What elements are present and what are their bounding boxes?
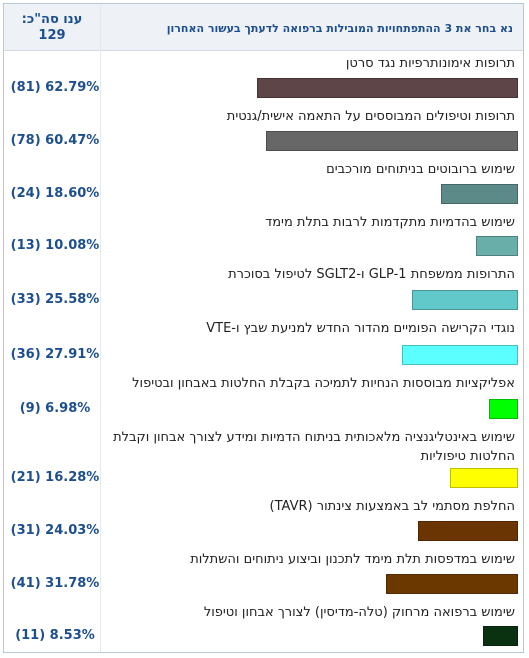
total-respondents-value: 129 <box>38 28 66 43</box>
option-label: שימוש באינטליגנציה מלאכותית בניתוח הדמיו… <box>113 430 515 464</box>
result-bar <box>418 521 518 541</box>
result-value-label: (33) 25.58% <box>10 292 100 307</box>
result-bar <box>482 626 518 646</box>
result-row: נוגדי הקרישה הפומיים מהדור החדש למניעת ש… <box>4 317 523 372</box>
option-label: תרופות אימונותרפיות נגד סרטן <box>345 56 515 71</box>
result-bar <box>385 574 518 594</box>
result-bar <box>450 468 518 488</box>
result-row: שימוש בהדמיות מתקדמות לרבות בתלת מימד (13… <box>4 211 523 263</box>
result-bar <box>440 184 518 204</box>
result-row: תרופות אימונותרפיות נגד סרטן (81) 62.79% <box>4 52 523 105</box>
result-row: שימוש ברפואה מרחוק (טלה-מדיסין) לצורך אב… <box>4 601 523 653</box>
result-bar <box>411 290 518 310</box>
result-row: שימוש באינטליגנציה מלאכותית בניתוח הדמיו… <box>4 426 523 495</box>
bar-track <box>102 78 518 98</box>
bar-track <box>102 345 518 365</box>
poll-header: ענו סה"כ: 129 נא בחר את 3 ההתפתחויות המו… <box>4 4 523 51</box>
result-value-label: (24) 18.60% <box>10 186 100 201</box>
result-bar <box>476 236 518 256</box>
poll-question: נא בחר את 3 ההתפתחויות המובילות ברפואה ל… <box>166 22 513 35</box>
bar-track <box>102 574 518 594</box>
result-row: שימוש ברובוטים בניתוחים מורכבים (24) 18.6… <box>4 158 523 211</box>
result-value-label: (78) 60.47% <box>10 133 100 148</box>
bar-track <box>102 184 518 204</box>
result-value-label: (9) 6.98% <box>19 401 91 416</box>
result-bar <box>401 345 518 365</box>
option-label: שימוש ברפואה מרחוק (טלה-מדיסין) לצורך אב… <box>203 605 515 620</box>
option-label: אפליקציות מבוססות הנחיות לתמיכה בקבלת הח… <box>132 376 515 391</box>
result-value-label: (36) 27.91% <box>10 347 100 362</box>
result-value-label: (31) 24.03% <box>10 523 100 538</box>
result-value-label: (81) 62.79% <box>10 80 100 95</box>
result-value-label: (41) 31.78% <box>10 576 100 591</box>
option-label: החלפת מסתמי לב באמצעות צינתור (TAVR) <box>269 499 515 514</box>
option-label: שימוש במדפסות תלת מימד לתכנון וביצוע נית… <box>190 552 515 567</box>
result-row: אפליקציות מבוססות הנחיות לתמיכה בקבלת הח… <box>4 372 523 426</box>
result-value-label: (21) 16.28% <box>10 470 100 485</box>
option-label: שימוש בהדמיות מתקדמות לרבות בתלת מימד <box>265 215 515 230</box>
result-bar <box>266 131 518 151</box>
result-bar <box>488 399 518 419</box>
bar-track <box>102 131 518 151</box>
result-row: שימוש במדפסות תלת מימד לתכנון וביצוע נית… <box>4 548 523 601</box>
total-respondents-box: ענו סה"כ: 129 <box>4 4 101 50</box>
column-separator <box>100 4 101 652</box>
result-value-label: (13) 10.08% <box>10 238 100 253</box>
bar-track <box>102 290 518 310</box>
bar-track <box>102 521 518 541</box>
option-label: שימוש ברובוטים בניתוחים מורכבים <box>326 162 515 177</box>
result-row: תרופות וטיפולים המבוססים על התאמה אישית/… <box>4 105 523 158</box>
total-respondents-label: ענו סה"כ: <box>21 12 83 27</box>
bar-track <box>102 399 518 419</box>
option-label: התרופות ממשפחת GLP-1 ו-SGLT2 לטיפול בסוכ… <box>228 267 515 282</box>
option-label: נוגדי הקרישה הפומיים מהדור החדש למניעת ש… <box>206 321 515 336</box>
result-row: החלפת מסתמי לב באמצעות צינתור (TAVR) (31)… <box>4 495 523 548</box>
bar-track <box>102 236 518 256</box>
option-label: תרופות וטיפולים המבוססים על התאמה אישית/… <box>226 109 515 124</box>
result-bar <box>256 78 518 98</box>
bar-track <box>102 626 518 646</box>
result-value-label: (11) 8.53% <box>15 628 95 643</box>
bar-track <box>102 468 518 488</box>
poll-results-panel: ענו סה"כ: 129 נא בחר את 3 ההתפתחויות המו… <box>3 3 524 653</box>
result-row: התרופות ממשפחת GLP-1 ו-SGLT2 לטיפול בסוכ… <box>4 263 523 317</box>
